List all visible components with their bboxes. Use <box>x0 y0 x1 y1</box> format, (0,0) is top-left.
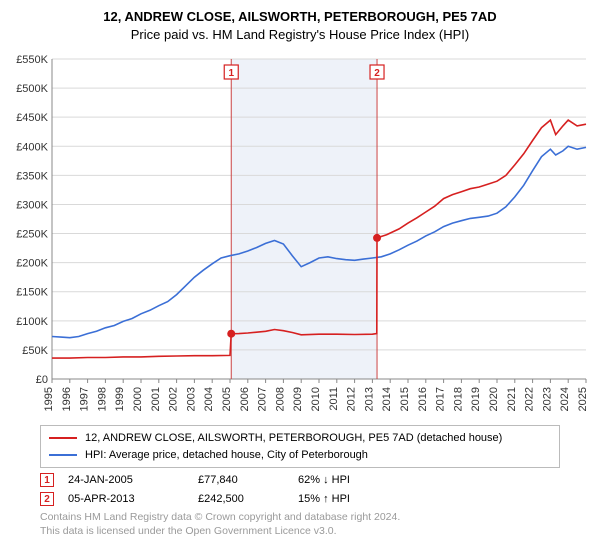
sale-date: 05-APR-2013 <box>68 493 198 505</box>
x-axis-label: 2002 <box>168 387 180 411</box>
license-line1: Contains HM Land Registry data © Crown c… <box>40 511 590 525</box>
x-axis-label: 2003 <box>185 387 197 411</box>
x-axis-label: 2012 <box>346 387 358 411</box>
x-axis-label: 2000 <box>132 387 144 411</box>
y-axis-label: £250K <box>16 229 48 241</box>
sale-dot <box>227 330 235 338</box>
x-axis-label: 2022 <box>524 387 536 411</box>
x-axis-label: 2021 <box>506 387 518 411</box>
x-axis-label: 2019 <box>470 387 482 411</box>
sale-index-box: 1 <box>40 473 54 487</box>
sale-marker-number: 2 <box>374 68 380 79</box>
x-axis-label: 2009 <box>292 387 304 411</box>
x-axis-label: 2007 <box>257 387 269 411</box>
legend-label: 12, ANDREW CLOSE, AILSWORTH, PETERBOROUG… <box>85 430 502 447</box>
sale-hpi-delta: 15% ↑ HPI <box>298 493 428 505</box>
sale-date: 24-JAN-2005 <box>68 474 198 486</box>
title-line1: 12, ANDREW CLOSE, AILSWORTH, PETERBOROUG… <box>10 8 590 26</box>
x-axis-label: 2001 <box>150 387 162 411</box>
x-axis-label: 2011 <box>328 387 340 411</box>
x-axis-label: 1995 <box>43 387 55 411</box>
y-axis-label: £350K <box>16 170 48 182</box>
sale-row: 2 05-APR-2013£242,50015% ↑ HPI <box>40 492 590 506</box>
sale-hpi-delta: 62% ↓ HPI <box>298 474 428 486</box>
sale-row: 1 24-JAN-2005£77,84062% ↓ HPI <box>40 473 590 487</box>
legend-color-line <box>49 454 77 456</box>
y-axis-label: £450K <box>16 112 48 124</box>
license-line2: This data is licensed under the Open Gov… <box>40 525 590 539</box>
x-axis-label: 2017 <box>435 387 447 411</box>
shaded-period <box>231 59 377 379</box>
x-axis-label: 1999 <box>114 387 126 411</box>
y-axis-label: £400K <box>16 141 48 153</box>
x-axis-label: 2004 <box>203 387 215 411</box>
x-axis-label: 2015 <box>399 387 411 411</box>
chart-svg: £0 £50K £100K £150K £200K £250K £300K £350K £400… <box>10 49 590 419</box>
legend-label: HPI: Average price, detached house, City… <box>85 447 368 464</box>
title-block: 12, ANDREW CLOSE, AILSWORTH, PETERBOROUG… <box>10 8 590 43</box>
y-axis-label: £200K <box>16 258 48 270</box>
license-text: Contains HM Land Registry data © Crown c… <box>40 511 590 538</box>
legend-color-line <box>49 437 77 439</box>
y-axis-label: £50K <box>22 345 48 357</box>
x-axis-label: 2010 <box>310 387 322 411</box>
sale-marker-number: 1 <box>228 68 234 79</box>
sale-price: £77,840 <box>198 474 298 486</box>
x-axis-label: 2023 <box>541 387 553 411</box>
x-axis-label: 2024 <box>559 387 571 411</box>
legend-box: 12, ANDREW CLOSE, AILSWORTH, PETERBOROUG… <box>40 425 560 468</box>
y-axis-label: £500K <box>16 83 48 95</box>
y-axis-label: £150K <box>16 287 48 299</box>
x-axis-label: 2005 <box>221 387 233 411</box>
y-axis-label: £100K <box>16 316 48 328</box>
sale-dot <box>373 234 381 242</box>
x-axis-label: 2020 <box>488 387 500 411</box>
x-axis-label: 2025 <box>577 387 589 411</box>
x-axis-label: 1996 <box>61 387 73 411</box>
y-axis-label: £300K <box>16 200 48 212</box>
x-axis-label: 2018 <box>452 387 464 411</box>
x-axis-label: 2008 <box>274 387 286 411</box>
legend-row: HPI: Average price, detached house, City… <box>49 447 551 464</box>
x-axis-label: 1998 <box>96 387 108 411</box>
y-axis-label: £550K <box>16 54 48 66</box>
chart-container: 12, ANDREW CLOSE, AILSWORTH, PETERBOROUG… <box>0 0 600 560</box>
sale-rows: 1 24-JAN-2005£77,84062% ↓ HPI 2 05-APR-2013… <box>40 473 590 506</box>
sale-index-box: 2 <box>40 492 54 506</box>
x-axis-label: 2006 <box>239 387 251 411</box>
x-axis-label: 2013 <box>363 387 375 411</box>
x-axis-label: 1997 <box>79 387 91 411</box>
x-axis-label: 2016 <box>417 387 429 411</box>
chart-area: £0 £50K £100K £150K £200K £250K £300K £350K £400… <box>10 49 590 419</box>
legend-row: 12, ANDREW CLOSE, AILSWORTH, PETERBOROUG… <box>49 430 551 447</box>
sale-price: £242,500 <box>198 493 298 505</box>
x-axis-label: 2014 <box>381 387 393 411</box>
y-axis-label: £0 <box>36 374 48 386</box>
title-line2: Price paid vs. HM Land Registry's House … <box>10 26 590 44</box>
